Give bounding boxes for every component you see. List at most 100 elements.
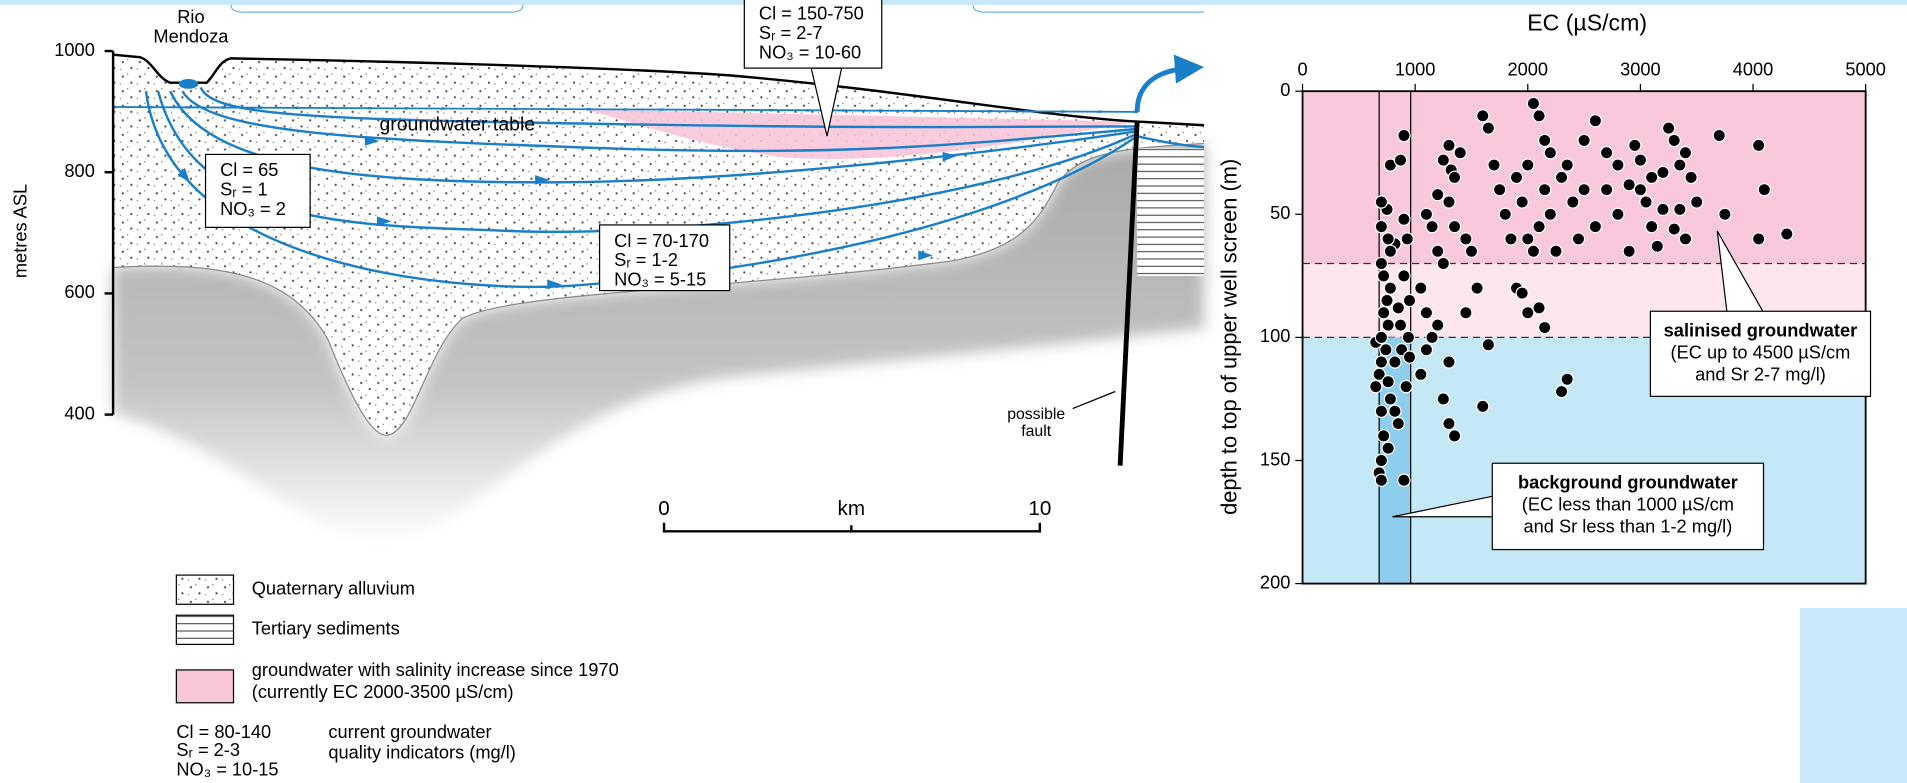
quality-box <box>204 153 311 228</box>
point <box>1397 128 1411 143</box>
point <box>1633 182 1648 197</box>
point <box>1560 158 1574 172</box>
point <box>1543 146 1558 160</box>
point <box>1383 281 1398 295</box>
legend-label: groundwater with salinity increase since… <box>252 659 619 680</box>
callout-text: background groundwater <box>1518 472 1738 493</box>
top-strip <box>0 0 1907 5</box>
point <box>1376 269 1391 283</box>
arrow <box>918 250 933 261</box>
point <box>1492 182 1507 197</box>
point <box>1611 158 1625 172</box>
scale-label: 10 <box>1028 497 1051 520</box>
point <box>1369 379 1383 394</box>
point <box>1400 232 1414 246</box>
point <box>1453 146 1467 160</box>
y-axis-title: depth to top of upper well screen (m) <box>1217 159 1242 515</box>
point <box>1374 355 1389 369</box>
point <box>1560 372 1574 386</box>
point <box>1391 301 1405 315</box>
point <box>1470 281 1484 295</box>
point <box>1401 330 1416 345</box>
point <box>1447 429 1462 443</box>
flow-line <box>181 90 1138 153</box>
point <box>1751 138 1766 153</box>
bedrock <box>113 143 1205 542</box>
quality-box <box>598 224 731 292</box>
point <box>1388 404 1402 418</box>
point <box>1425 219 1439 234</box>
point <box>1419 306 1434 320</box>
point <box>1381 441 1395 455</box>
saline-lens <box>583 109 1138 160</box>
point <box>1684 170 1698 185</box>
point <box>1611 207 1625 221</box>
arrow <box>942 151 958 162</box>
fault-label: fault <box>1021 423 1051 440</box>
y-tick-label: 1000 <box>54 39 95 60</box>
legend-note: quality indicators (mg/l) <box>328 742 516 763</box>
point <box>1599 182 1614 197</box>
point <box>1537 133 1552 148</box>
river-label: Rio <box>177 6 204 27</box>
point <box>1633 153 1648 167</box>
y-axis-title: metres ASL <box>10 184 31 278</box>
point <box>1526 244 1541 258</box>
point <box>1397 269 1411 283</box>
point <box>1442 355 1456 369</box>
point <box>1476 109 1490 123</box>
point <box>1376 306 1391 320</box>
point <box>1678 146 1693 160</box>
point <box>1399 379 1413 394</box>
flow-line <box>1136 134 1205 149</box>
y-tick-label: 0 <box>1280 79 1290 100</box>
fault-pointer <box>1072 390 1116 410</box>
point <box>1712 128 1726 143</box>
point <box>1397 473 1411 487</box>
box-text: Cl = 70-170 <box>614 230 709 251</box>
point <box>1374 404 1389 418</box>
point <box>1515 286 1529 300</box>
point <box>1588 114 1603 128</box>
point <box>1447 170 1462 185</box>
box-text: NO₃ = 10-60 <box>759 41 861 62</box>
point <box>1667 222 1681 236</box>
callout-text: (EC less than 1000 µS/cm <box>1522 494 1734 515</box>
point <box>1661 121 1676 135</box>
y-tick-label: 150 <box>1260 448 1290 469</box>
cropped-box <box>230 4 524 13</box>
fault-label: possible <box>1007 406 1065 423</box>
point <box>1515 195 1529 209</box>
water-table <box>113 106 1138 113</box>
ground-surface <box>112 53 1205 127</box>
flow-line <box>169 90 1138 184</box>
callout-box <box>1491 462 1765 551</box>
point <box>1543 207 1558 221</box>
river-label: Mendoza <box>153 26 229 47</box>
x-tick-label: 3000 <box>1620 58 1661 79</box>
point <box>1481 121 1496 135</box>
point <box>1537 320 1552 335</box>
point <box>1374 473 1389 487</box>
point <box>1374 453 1389 468</box>
legend-indicator: Cl = 80-140 <box>176 721 271 742</box>
point <box>1639 195 1653 209</box>
point <box>1599 146 1614 160</box>
point <box>1376 429 1391 443</box>
legend-indicator: NO₃ = 10-15 <box>176 759 278 780</box>
point <box>1419 343 1434 357</box>
arrow <box>377 216 392 227</box>
scatter-plot: 0 1000 2000 3000 4000 5000 0 50 100 150 200 salinis… <box>1260 58 1886 592</box>
point <box>1383 244 1398 258</box>
corner-panel <box>1799 607 1907 783</box>
point <box>1425 330 1439 345</box>
callout-text: (EC up to 4500 µS/cm <box>1671 342 1851 363</box>
point <box>1381 232 1395 246</box>
bedrock-top <box>113 142 1205 436</box>
point <box>1442 416 1456 431</box>
point <box>1509 170 1524 185</box>
y-tick-label: 800 <box>64 160 94 181</box>
x-tick-label: 0 <box>1297 58 1307 79</box>
point <box>1571 232 1586 246</box>
point <box>1644 170 1659 185</box>
